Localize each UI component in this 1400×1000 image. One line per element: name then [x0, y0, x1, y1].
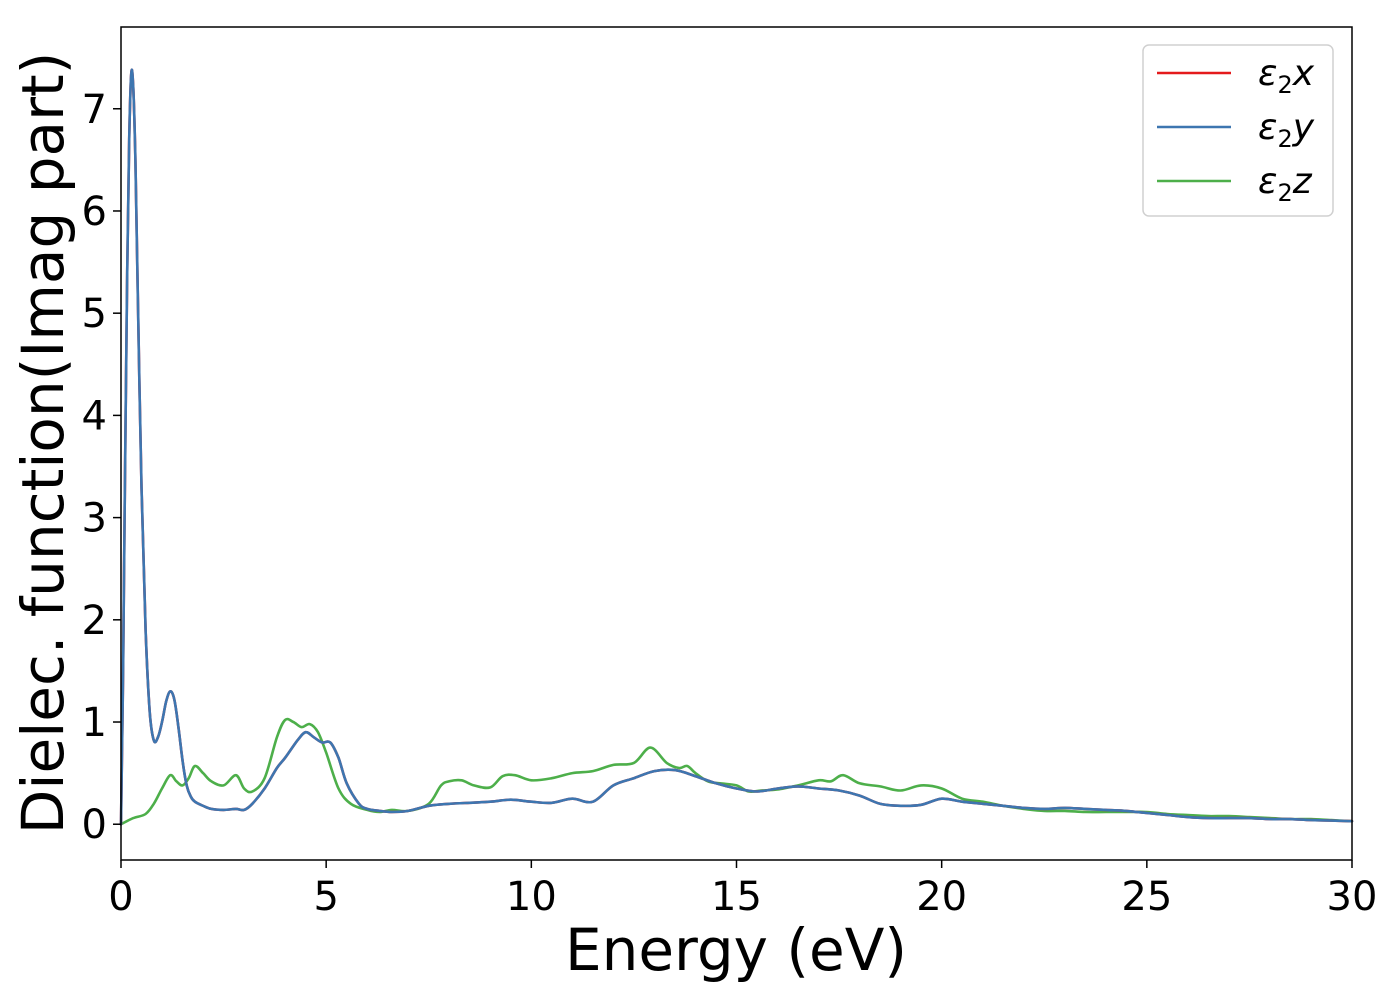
legend-box: [1142, 44, 1334, 217]
y-tick-label: 6: [82, 189, 107, 235]
x-tick-label: 10: [506, 874, 557, 920]
y-tick-label: 4: [82, 393, 107, 439]
x-tick-label: 30: [1327, 874, 1378, 920]
series-line-y: [119, 68, 1354, 826]
y-tick-label: 1: [82, 700, 107, 746]
y-ticks: 0 1 2 3 4 5 6 7: [82, 87, 121, 848]
x-tick-label: 5: [313, 874, 338, 920]
x-axis-label: Energy (eV): [565, 916, 907, 984]
x-ticks: 0 5 10 15 20 25 30: [108, 860, 1377, 920]
series-line-z: [119, 717, 1354, 826]
y-tick-label: 5: [82, 291, 107, 337]
legend-label-z: ε2z: [1258, 161, 1313, 207]
x-tick-label: 15: [711, 874, 762, 920]
y-tick-label: 3: [82, 496, 107, 542]
legend-label-x: ε2x: [1258, 53, 1315, 99]
legend-label-y: ε2y: [1258, 107, 1315, 153]
series-group: [119, 68, 1354, 826]
x-tick-label: 25: [1121, 874, 1172, 920]
y-tick-label: 2: [82, 598, 107, 644]
x-tick-label: 0: [108, 874, 133, 920]
y-tick-label: 7: [82, 87, 107, 133]
x-tick-label: 20: [916, 874, 967, 920]
y-tick-label: 0: [82, 802, 107, 848]
y-axis-label: Dielec. function(Imag part): [9, 52, 77, 835]
legend: ε2x ε2y ε2z: [1142, 44, 1334, 217]
